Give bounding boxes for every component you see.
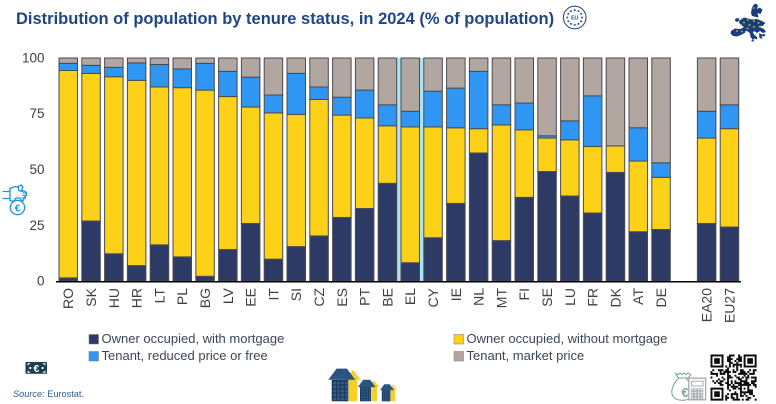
- svg-text:SI: SI: [288, 288, 304, 301]
- svg-text:CY: CY: [425, 287, 441, 307]
- svg-text:EU: EU: [571, 16, 578, 22]
- svg-text:HU: HU: [106, 288, 122, 308]
- svg-text:BE: BE: [379, 288, 395, 307]
- svg-text:LT: LT: [151, 288, 167, 304]
- svg-text:FI: FI: [516, 288, 532, 300]
- svg-text:CZ: CZ: [311, 288, 327, 307]
- svg-text:HR: HR: [129, 288, 145, 308]
- svg-text:SE: SE: [539, 288, 555, 307]
- svg-text:€: €: [33, 363, 39, 375]
- svg-text:100: 100: [22, 51, 45, 66]
- svg-text:€: €: [681, 385, 688, 400]
- svg-text:Owner occupied, without mortga: Owner occupied, without mortgage: [467, 331, 668, 346]
- svg-text:EA20: EA20: [699, 288, 715, 322]
- svg-text:EE: EE: [243, 288, 259, 307]
- svg-text:IE: IE: [448, 288, 464, 301]
- svg-text:LV: LV: [220, 287, 236, 304]
- svg-text:€: €: [15, 204, 21, 215]
- svg-text:25: 25: [29, 218, 44, 233]
- svg-text:AT: AT: [630, 288, 646, 305]
- svg-text:IT: IT: [266, 288, 282, 301]
- svg-text:RO: RO: [60, 288, 76, 309]
- svg-text:FR: FR: [585, 288, 601, 307]
- svg-text:BG: BG: [197, 288, 213, 308]
- svg-text:NL: NL: [471, 288, 487, 306]
- svg-text:50: 50: [29, 162, 44, 177]
- svg-text:Owner occupied, with mortgage: Owner occupied, with mortgage: [102, 331, 285, 346]
- svg-text:Source: Eurostat.: Source: Eurostat.: [13, 389, 84, 399]
- svg-text:Tenant, market price: Tenant, market price: [467, 348, 585, 363]
- svg-text:ES: ES: [334, 288, 350, 307]
- svg-text:EU27: EU27: [722, 288, 738, 323]
- svg-text:MT: MT: [493, 288, 509, 309]
- svg-text:75: 75: [29, 106, 44, 121]
- svg-text:PL: PL: [174, 288, 190, 305]
- svg-text:SK: SK: [83, 287, 99, 306]
- svg-text:PT: PT: [357, 288, 373, 306]
- svg-text:0: 0: [37, 274, 45, 289]
- svg-text:DK: DK: [608, 287, 624, 307]
- svg-text:Tenant, reduced price or free: Tenant, reduced price or free: [102, 348, 268, 363]
- svg-text:LU: LU: [562, 288, 578, 306]
- svg-text:EL: EL: [402, 288, 418, 305]
- svg-text:DE: DE: [653, 288, 669, 307]
